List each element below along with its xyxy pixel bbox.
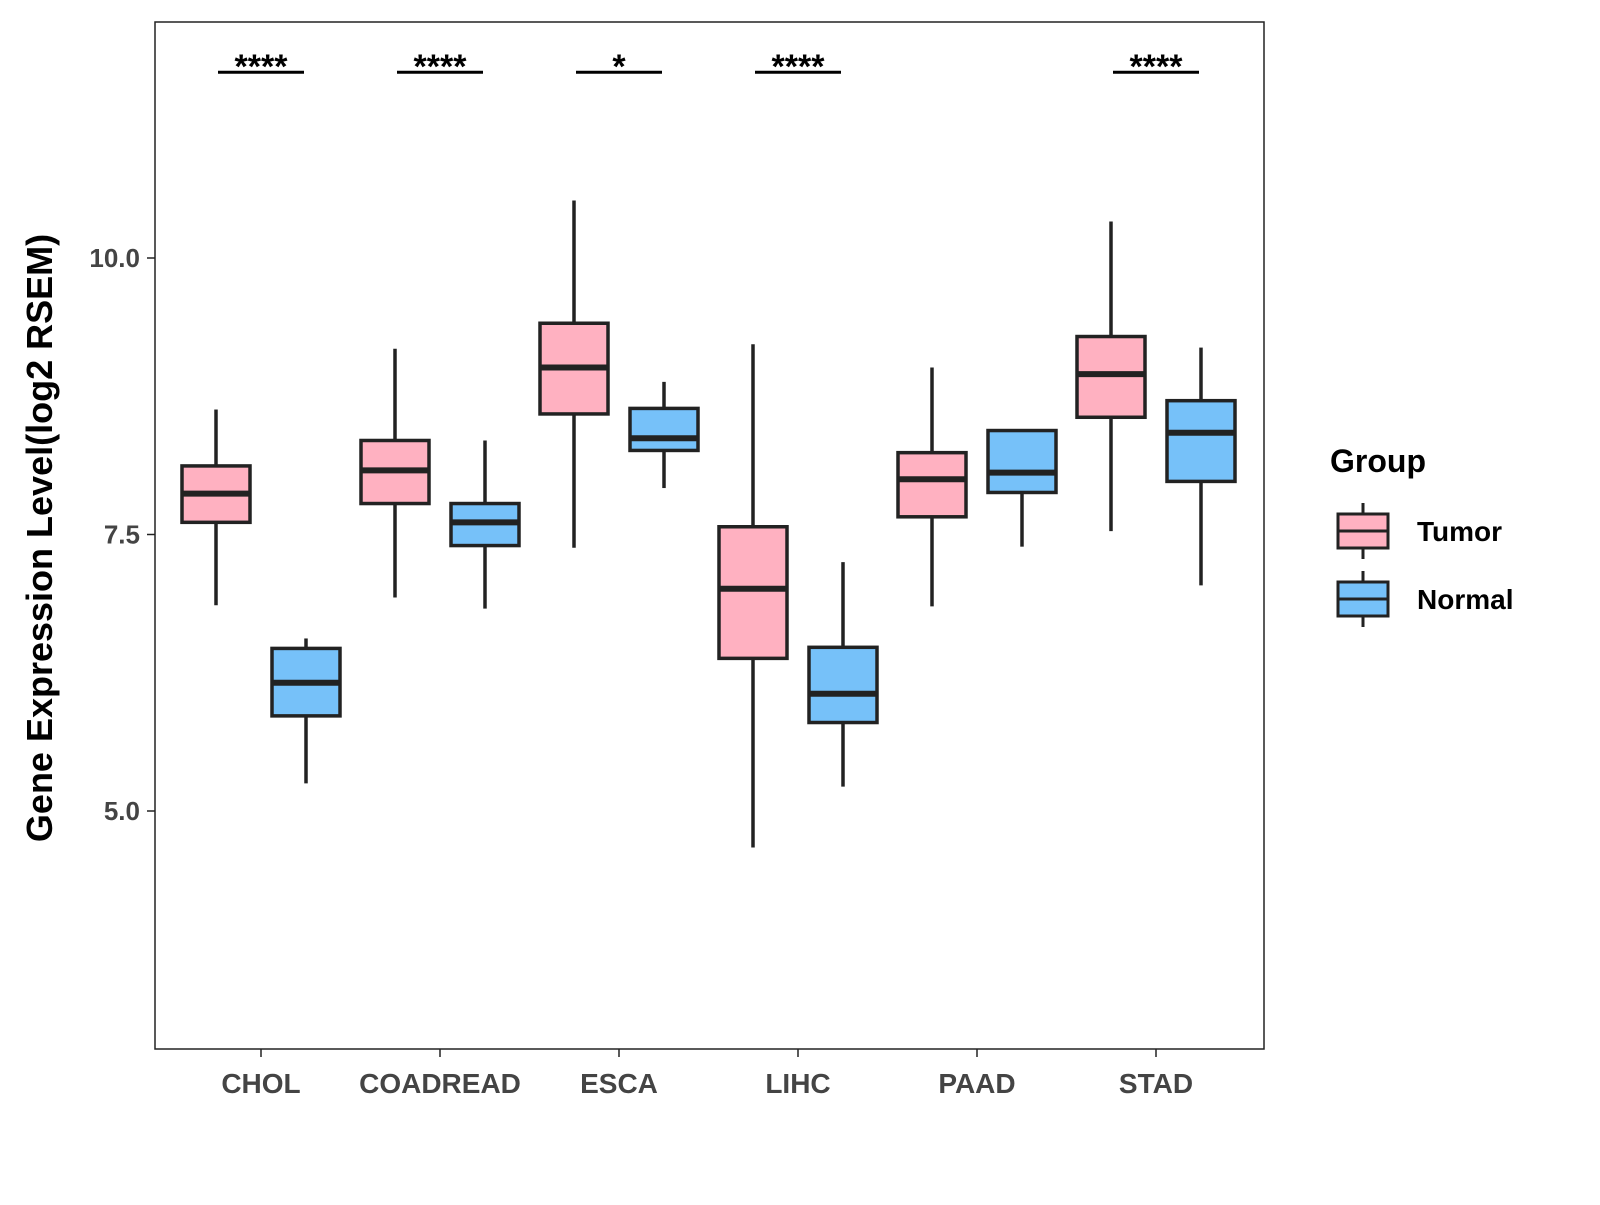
significance-label: **** xyxy=(772,48,826,86)
legend: Group Tumor Normal xyxy=(1330,443,1513,627)
normal-box xyxy=(986,428,1058,495)
significance-label: **** xyxy=(235,48,289,86)
legend-title: Group xyxy=(1330,443,1426,479)
significance-label: **** xyxy=(1130,48,1184,86)
tumor-box xyxy=(717,525,789,661)
normal-box xyxy=(628,406,700,453)
normal-box xyxy=(1165,398,1237,484)
significance-label: **** xyxy=(414,48,468,86)
y-tick-label: 10.0 xyxy=(89,243,140,273)
y-tick-label: 7.5 xyxy=(104,520,140,550)
x-tick-label: COADREAD xyxy=(359,1068,521,1099)
normal-box xyxy=(807,645,879,725)
y-axis-label: Gene Expression Level(log2 RSEM) xyxy=(19,234,60,842)
y-tick-label: 5.0 xyxy=(104,796,140,826)
x-tick-label: PAAD xyxy=(938,1068,1015,1099)
x-tick-label: STAD xyxy=(1119,1068,1193,1099)
x-tick-label: LIHC xyxy=(765,1068,830,1099)
legend-label: Tumor xyxy=(1417,516,1502,547)
tumor-box xyxy=(896,450,968,519)
plot-panel xyxy=(154,21,1265,1050)
legend-label: Normal xyxy=(1417,584,1513,615)
x-tick-label: CHOL xyxy=(221,1068,300,1099)
significance-label: * xyxy=(612,48,626,86)
x-tick-label: ESCA xyxy=(580,1068,658,1099)
